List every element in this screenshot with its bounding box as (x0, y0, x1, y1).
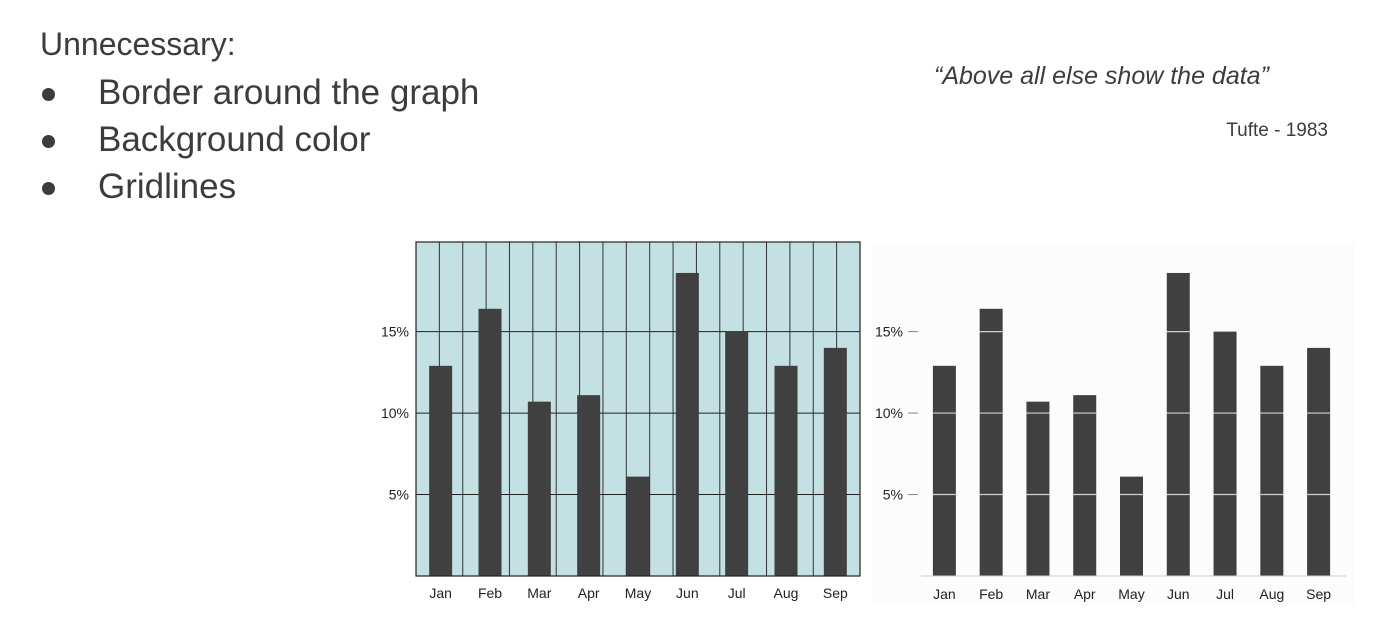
x-tick-label: Jan (933, 586, 956, 602)
bar-may (626, 476, 650, 576)
y-tick-label: 15% (381, 324, 409, 340)
x-tick-label: Apr (578, 585, 600, 601)
bullet-dot-icon (42, 88, 55, 101)
x-tick-label: Jun (1167, 586, 1190, 602)
x-tick-label: Jan (429, 585, 452, 601)
y-tick-label: 5% (389, 487, 409, 503)
x-tick-label: Apr (1074, 586, 1096, 602)
bullet-item: Border around the graph (40, 69, 479, 116)
bullet-list: Border around the graph Background color… (40, 69, 479, 210)
x-tick-label: Mar (1026, 586, 1050, 602)
bar-apr (577, 395, 601, 576)
bar-jan (429, 365, 453, 576)
bullet-dot-icon (42, 135, 55, 148)
y-tick-label: 10% (381, 405, 409, 421)
bar-jun (675, 272, 699, 576)
bar-jul (725, 331, 749, 576)
x-tick-label: Aug (1259, 586, 1284, 602)
bar-apr (1073, 395, 1097, 576)
bar-feb (478, 308, 502, 576)
x-tick-label: Jul (1216, 586, 1234, 602)
bar-jan (932, 365, 956, 576)
x-tick-label: Aug (774, 585, 799, 601)
y-tick-label: 15% (875, 324, 903, 340)
bullet-text: Background color (98, 120, 371, 159)
slide-heading: Unnecessary: (40, 26, 236, 62)
x-tick-label: May (625, 585, 651, 601)
x-tick-label: Jun (676, 585, 699, 601)
x-tick-label: May (1118, 586, 1144, 602)
x-tick-label: Feb (478, 585, 502, 601)
bar-feb (979, 308, 1003, 576)
plot-border (415, 241, 861, 577)
bar-may (1120, 476, 1143, 576)
x-tick-label: Feb (979, 586, 1003, 602)
bar-sep (1307, 347, 1331, 576)
bar-aug (1260, 365, 1284, 576)
y-tick-label: 5% (883, 487, 903, 503)
bar-jul (1213, 331, 1237, 576)
bar-jun (1166, 272, 1190, 576)
x-tick-label: Jul (728, 585, 746, 601)
quote-attribution: Tufte - 1983 (1226, 120, 1328, 141)
bar-mar (1026, 401, 1050, 576)
cluttered-bar-chart: 5% 10% 15% Jan Feb Mar Apr May Jun Jul Aug Sep (381, 241, 861, 601)
y-tick-label: 10% (875, 405, 903, 421)
bar-aug (774, 365, 798, 576)
tufte-quote: “Above all else show the data” (934, 62, 1269, 90)
x-tick-label: Mar (527, 585, 551, 601)
bullet-text: Border around the graph (98, 73, 480, 112)
bullet-text: Gridlines (98, 167, 237, 206)
clean-bar-chart: 5% 10% 15% Jan Feb Mar Apr May Jun Jul Aug Sep (871, 242, 1354, 606)
x-tick-label: Sep (823, 585, 848, 601)
bullet-item: Background color (40, 116, 479, 163)
bar-mar (527, 401, 551, 576)
x-tick-label: Sep (1306, 586, 1331, 602)
bullet-dot-icon (42, 182, 55, 195)
bullet-item: Gridlines (40, 163, 479, 210)
bar-sep (823, 347, 847, 576)
